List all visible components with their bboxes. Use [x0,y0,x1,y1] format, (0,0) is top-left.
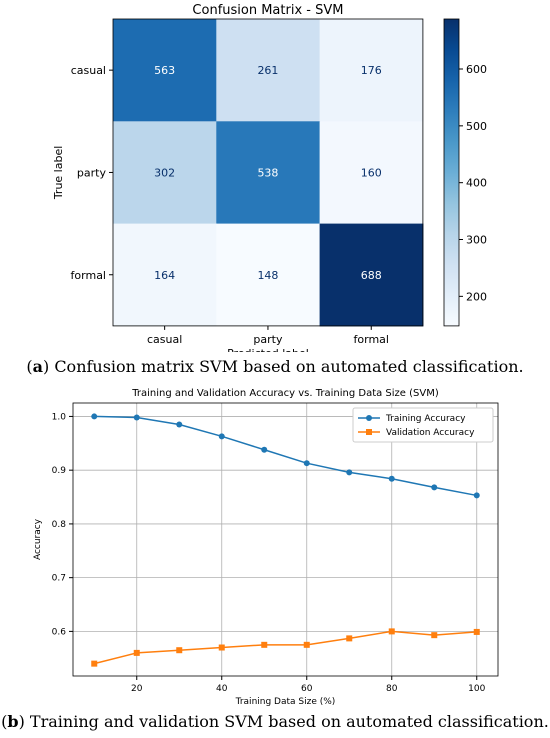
x-tick-label: party [253,333,283,346]
legend-marker [366,415,372,421]
colorbar [443,18,460,327]
heatmap-cell [319,121,424,225]
legend-marker [366,429,372,435]
data-point [431,632,438,639]
data-point [388,628,395,635]
plot-frame [72,402,499,677]
heatmap-cell [216,19,321,122]
heatmap-cell [113,223,217,327]
caption-a-text: Confusion matrix SVM based on automated … [54,357,524,376]
y-tick-label: formal [71,269,106,282]
colorbar-tick-label: 200 [466,290,487,303]
data-point [473,628,480,635]
y-tick-label: 0.7 [52,574,66,584]
x-tick-label: 80 [386,684,398,694]
x-tick-label: formal [354,333,389,346]
caption-a: (a) Confusion matrix SVM based on automa… [26,357,524,376]
heatmap-cell [216,121,321,225]
confusion-matrix-chart: Confusion Matrix - SVM 563 261 176 302 538 160… [52,3,487,352]
data-point [346,469,353,476]
x-tick-label: 60 [301,684,313,694]
heatmap-cell [319,223,424,327]
data-point [346,635,353,642]
cell-value-label: 148 [257,269,278,282]
heatmap-cell [113,19,217,122]
caption-b: (b) Training and validation SVM based on… [1,712,549,731]
heatmap-cell [113,121,217,225]
colorbar-tick-label: 300 [466,234,487,247]
chart-title: Training and Validation Accuracy vs. Tra… [131,388,439,399]
y-tick-label: 0.6 [52,627,67,637]
heatmap-cell [319,19,424,122]
y-tick-label: casual [71,64,106,77]
x-axis-label: Predicted label [227,347,309,352]
y-axis-label: Accuracy [33,518,43,560]
x-tick-label: 20 [131,684,143,694]
data-point [176,647,183,654]
y-tick-label: party [77,166,107,179]
series-line [94,415,477,497]
data-point [91,413,98,420]
y-axis-label: True label [52,146,65,200]
y-tick-label: 1.0 [52,412,67,422]
y-tick-label: 0.9 [52,466,67,476]
heatmap-cell [216,223,321,327]
colorbar-tick-label: 400 [466,177,487,190]
data-point [388,475,395,482]
data-point [431,484,438,491]
x-tick-label: casual [147,333,182,346]
data-point [91,660,98,667]
y-tick-label: 0.8 [52,520,67,530]
x-axis-label: Training Data Size (%) [235,697,336,707]
colorbar-tick-label: 500 [466,120,487,133]
colorbar-tick-label: 600 [466,63,487,76]
x-tick-label: 100 [468,684,485,694]
legend-box [352,407,494,443]
cell-value-label: 160 [361,166,382,179]
series-line [94,630,477,665]
chart-title: Confusion Matrix - SVM [192,3,343,18]
legend-label: Training Accuracy [385,414,466,424]
data-point [218,644,225,651]
caption-a-letter: a [32,357,43,376]
cell-value-label: 176 [361,64,382,77]
cell-value-label: 688 [361,269,382,282]
cell-value-label: 164 [154,269,175,282]
x-tick-label: 40 [216,684,228,694]
legend-label: Validation Accuracy [386,428,475,438]
data-point [133,414,140,421]
data-point [176,421,183,428]
data-point [473,492,480,499]
cell-value-label: 302 [154,166,175,179]
cell-value-label: 538 [257,166,278,179]
data-point [303,460,310,467]
accuracy-line-chart: Training and Validation Accuracy vs. Tra… [33,388,499,707]
data-point [261,446,268,453]
data-point [261,641,268,648]
cell-value-label: 563 [154,64,175,77]
cell-value-label: 261 [257,64,278,77]
data-point [218,433,225,440]
caption-b-text: Training and validation SVM based on aut… [29,712,549,731]
data-point [133,649,140,656]
caption-b-letter: b [7,712,19,731]
data-point [303,641,310,648]
